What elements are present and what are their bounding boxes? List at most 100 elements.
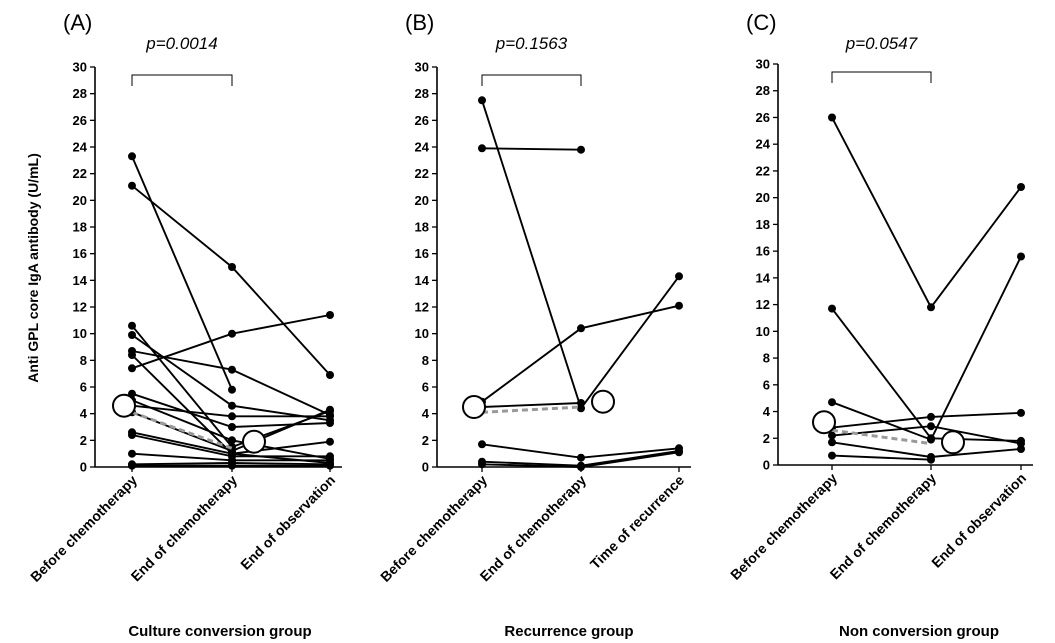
data-point (228, 329, 236, 338)
y-tick-label: 16 (756, 244, 770, 259)
y-tick-label: 8 (80, 353, 87, 368)
y-tick-label: 24 (756, 137, 771, 152)
x-tick-label: End of chemotherapy (827, 470, 940, 583)
y-tick-label: 30 (73, 60, 87, 75)
median-marker (812, 410, 836, 435)
y-tick-label: 22 (73, 166, 87, 181)
y-tick-label: 26 (415, 113, 429, 128)
y-tick-label: 28 (756, 83, 770, 98)
subject-line (481, 304, 680, 403)
mean-trend-line (131, 410, 233, 450)
data-point (228, 401, 236, 410)
data-point (128, 181, 136, 190)
y-axis-label: Anti GPL core IgA antibody (U/mL) (25, 153, 41, 382)
data-point (128, 321, 136, 330)
data-point (577, 145, 585, 154)
y-tick-label: 16 (73, 246, 87, 261)
p-value: p=0.0014 (145, 34, 217, 53)
panel-letter: (C) (746, 10, 777, 35)
data-point (927, 422, 935, 431)
subject-line (831, 256, 1022, 441)
data-point (1017, 445, 1025, 453)
y-tick-label: 16 (415, 246, 429, 261)
mean-trend-line (481, 405, 582, 414)
data-point (326, 461, 334, 470)
data-point (326, 405, 334, 414)
median-marker (591, 389, 615, 414)
y-tick-label: 14 (415, 273, 430, 288)
p-value: p=0.0547 (845, 34, 918, 53)
y-tick-label: 14 (756, 270, 771, 285)
y-tick-label: 10 (73, 326, 87, 341)
significance-bracket (481, 74, 582, 86)
data-point (828, 398, 836, 407)
data-point (577, 463, 585, 471)
data-point (577, 324, 585, 333)
data-point (128, 152, 136, 161)
y-tick-label: 20 (415, 193, 429, 208)
y-tick-label: 8 (422, 353, 429, 368)
subject-line (481, 147, 582, 151)
y-tick-label: 30 (756, 57, 770, 72)
median-marker (112, 393, 136, 418)
data-point (326, 371, 334, 379)
y-tick-label: 14 (73, 273, 88, 288)
y-tick-label: 26 (73, 113, 87, 128)
data-point (228, 436, 236, 445)
y-tick-label: 10 (756, 324, 770, 339)
data-point (128, 449, 136, 458)
mean-trend-line (831, 428, 932, 446)
y-tick-label: 6 (80, 380, 87, 395)
y-tick-label: 8 (763, 351, 770, 366)
y-tick-label: 24 (73, 140, 88, 155)
x-tick-label: Time of recurrence (587, 472, 687, 572)
data-point (128, 351, 136, 359)
data-point (828, 431, 836, 440)
data-point (228, 263, 236, 271)
y-tick-label: 12 (415, 300, 429, 315)
panel-letter: (A) (63, 10, 92, 35)
median-marker (941, 430, 965, 455)
x-tick-label: Before chemotherapy (377, 472, 490, 585)
y-tick-label: 2 (422, 433, 429, 448)
subject-line (131, 155, 233, 391)
subject-line (831, 117, 1022, 310)
y-tick-label: 10 (415, 326, 429, 341)
data-point (828, 304, 836, 313)
x-tick-label: Before chemotherapy (727, 470, 840, 583)
data-point (326, 311, 334, 319)
data-point (128, 331, 136, 339)
x-tick-label: Before chemotherapy (27, 472, 140, 585)
y-tick-label: 26 (756, 110, 770, 125)
y-tick-label: 2 (80, 433, 87, 448)
y-tick-label: 20 (756, 190, 770, 205)
data-point (128, 461, 136, 470)
data-point (675, 301, 683, 310)
y-tick-label: 2 (763, 431, 770, 446)
y-tick-label: 28 (73, 86, 87, 101)
data-point (128, 431, 136, 439)
x-tick-label: End of observation (928, 470, 1029, 571)
y-tick-label: 6 (422, 380, 429, 395)
x-tick-label: End of observation (237, 472, 338, 573)
subject-line (831, 411, 1022, 429)
y-tick-label: 12 (73, 300, 87, 315)
y-tick-label: 30 (415, 60, 429, 75)
data-point (927, 435, 935, 444)
data-point (828, 113, 836, 122)
data-point (228, 412, 236, 421)
data-point (675, 448, 683, 457)
y-tick-label: 28 (415, 86, 429, 101)
data-point (927, 303, 935, 312)
data-point (1017, 183, 1025, 191)
y-tick-label: 4 (763, 404, 771, 419)
y-tick-label: 22 (415, 166, 429, 181)
subject-line (831, 308, 1022, 442)
data-point (577, 399, 585, 407)
data-point (1017, 252, 1025, 261)
y-tick-label: 6 (763, 377, 770, 392)
y-tick-label: 0 (422, 460, 429, 475)
panel-letter: (B) (405, 10, 434, 35)
panel-b: (B)p=0.1563024681012141618202224262830Be… (377, 10, 691, 640)
data-point (478, 96, 486, 105)
